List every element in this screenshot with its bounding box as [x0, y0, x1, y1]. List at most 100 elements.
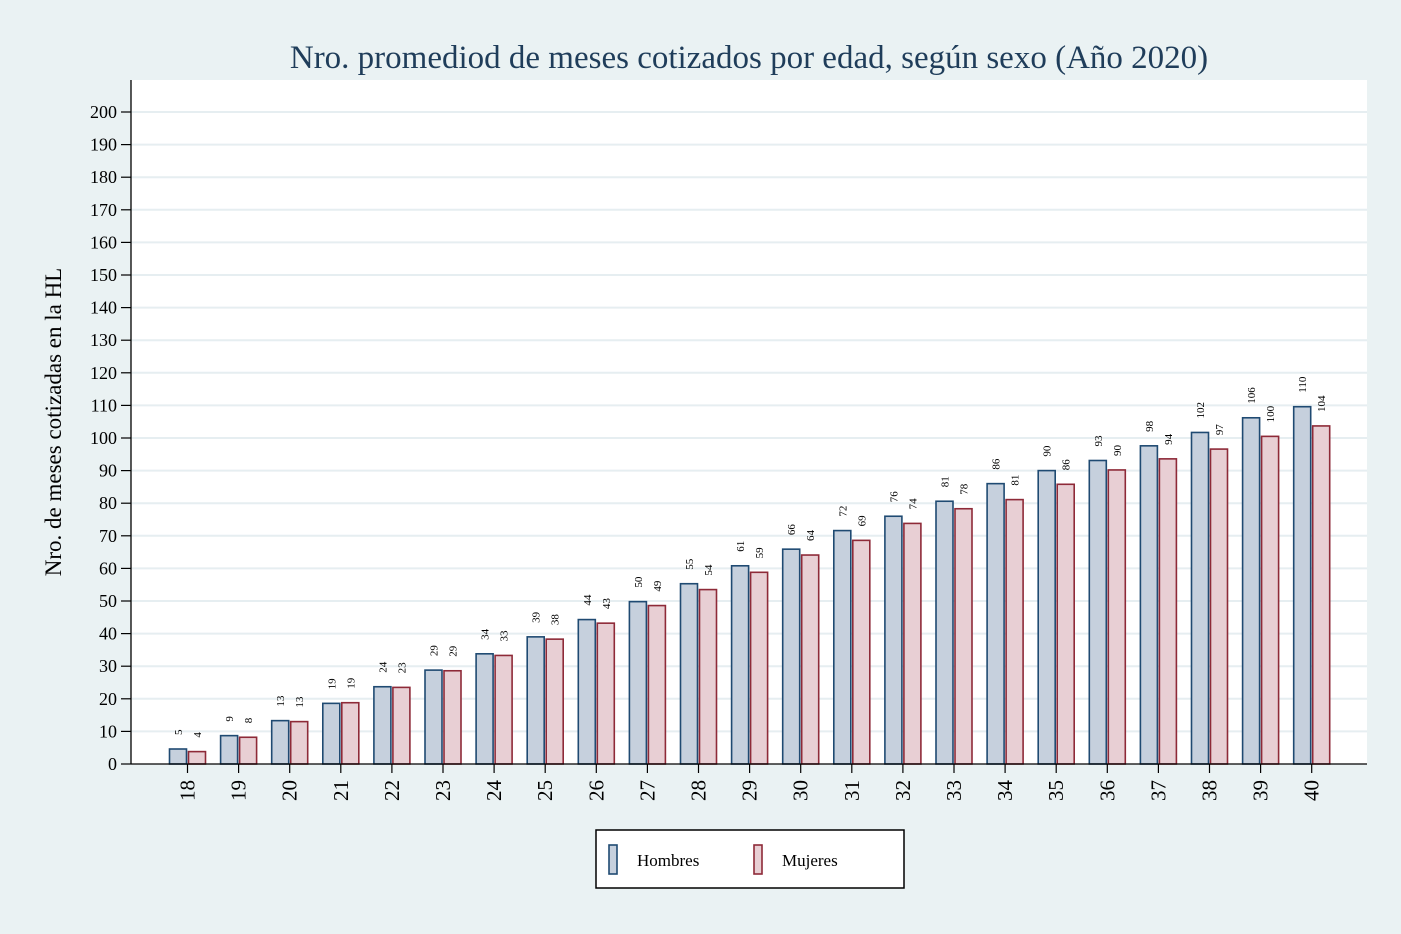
- chart-title: Nro. promediod de meses cotizados por ed…: [290, 40, 1208, 76]
- data-label-mujeres-40: 104: [1316, 395, 1328, 412]
- bar-hombres-27: [628, 600, 648, 765]
- y-tick-label: 90: [99, 461, 117, 481]
- bar-hombres-30: [781, 548, 801, 765]
- data-label-mujeres-34: 81: [1010, 475, 1022, 486]
- y-tick-label: 50: [99, 591, 117, 611]
- data-label-hombres-23: 29: [429, 645, 441, 657]
- y-tick-label: 200: [90, 102, 117, 122]
- x-tick-label: 20: [278, 780, 302, 801]
- data-label-mujeres-36: 90: [1112, 444, 1124, 456]
- bar-hombres-24: [475, 653, 494, 765]
- data-label-hombres-27: 50: [633, 576, 645, 588]
- data-label-hombres-21: 19: [326, 678, 338, 690]
- data-label-hombres-38: 102: [1195, 402, 1207, 419]
- bar-mujeres-23: [443, 669, 462, 765]
- data-label-hombres-36: 93: [1093, 435, 1105, 447]
- legend-label-mujeres: Mujeres: [782, 851, 838, 870]
- bar-hombres-37: [1139, 445, 1159, 765]
- y-tick-label: 40: [99, 624, 117, 644]
- data-label-mujeres-31: 69: [856, 515, 868, 527]
- data-label-mujeres-32: 74: [907, 498, 919, 510]
- bar-mujeres-33: [954, 507, 973, 765]
- bar-mujeres-39: [1260, 435, 1280, 765]
- data-label-hombres-37: 98: [1144, 420, 1156, 432]
- data-label-mujeres-24: 33: [499, 630, 511, 642]
- bar-hombres-32: [884, 515, 903, 765]
- legend-swatch-mujeres: [753, 844, 763, 875]
- bar-mujeres-20: [289, 720, 309, 765]
- y-tick-label: 100: [90, 428, 117, 448]
- data-label-hombres-34: 86: [991, 458, 1003, 470]
- data-label-hombres-40: 110: [1297, 376, 1309, 393]
- data-label-mujeres-20: 13: [294, 696, 306, 708]
- y-tick-label: 140: [90, 298, 117, 318]
- data-label-mujeres-39: 100: [1265, 405, 1277, 422]
- bar-hombres-26: [577, 618, 597, 765]
- bar-hombres-36: [1088, 459, 1108, 765]
- bar-hombres-29: [730, 564, 750, 765]
- bar-mujeres-38: [1209, 448, 1229, 765]
- data-label-mujeres-35: 86: [1061, 459, 1073, 471]
- bar-mujeres-30: [800, 554, 820, 765]
- legend-box: [595, 829, 905, 889]
- bar-hombres-18: [168, 748, 188, 765]
- data-label-hombres-26: 44: [582, 594, 594, 606]
- bar-mujeres-24: [494, 654, 513, 765]
- bar-mujeres-21: [340, 701, 360, 765]
- y-tick-label: 180: [90, 167, 117, 187]
- bar-mujeres-32: [903, 522, 922, 765]
- y-tick-label: 170: [90, 200, 117, 220]
- data-label-mujeres-18: 4: [192, 732, 204, 738]
- bar-mujeres-27: [647, 604, 667, 765]
- y-tick-label: 150: [90, 265, 117, 285]
- y-axis-label: Nro. de meses cotizadas en la HL: [41, 268, 66, 576]
- bar-mujeres-25: [545, 638, 565, 765]
- data-label-hombres-24: 34: [480, 628, 492, 640]
- y-tick-label: 0: [108, 754, 117, 774]
- bar-hombres-28: [679, 582, 699, 765]
- y-tick-label: 30: [99, 656, 117, 676]
- bar-hombres-20: [270, 719, 290, 765]
- y-tick-label: 120: [90, 363, 117, 383]
- bar-mujeres-34: [1005, 498, 1024, 765]
- y-tick-label: 60: [99, 558, 117, 578]
- bar-hombres-31: [832, 529, 852, 765]
- bar-hombres-40: [1292, 405, 1312, 765]
- data-label-hombres-33: 81: [940, 476, 952, 487]
- data-label-hombres-18: 5: [173, 729, 185, 735]
- data-label-hombres-22: 24: [377, 661, 389, 673]
- y-tick-label: 20: [99, 689, 117, 709]
- bar-mujeres-28: [698, 588, 718, 765]
- data-label-hombres-39: 106: [1246, 387, 1258, 404]
- x-tick-label: 37: [1146, 780, 1170, 801]
- bar-mujeres-26: [596, 622, 616, 765]
- legend-swatch-hombres: [608, 844, 618, 875]
- x-tick-label: 18: [176, 780, 200, 801]
- bar-mujeres-29: [749, 571, 769, 765]
- data-label-mujeres-33: 78: [959, 483, 971, 495]
- bar-mujeres-18: [187, 750, 207, 765]
- data-label-mujeres-28: 54: [703, 564, 715, 576]
- data-label-mujeres-22: 23: [396, 662, 408, 674]
- x-tick-label: 26: [584, 780, 608, 801]
- data-label-mujeres-23: 29: [448, 645, 460, 657]
- y-ticks: 0 10 20 30 40 50 60 70 80 90 100 110 120 130 140 150 160…: [90, 102, 131, 774]
- y-tick-label: 130: [90, 330, 117, 350]
- x-tick-label: 27: [635, 780, 659, 801]
- x-tick-label: 19: [227, 780, 251, 801]
- y-tick-label: 190: [90, 135, 117, 155]
- bar-mujeres-40: [1311, 425, 1331, 765]
- data-label-hombres-30: 66: [786, 524, 798, 536]
- y-tick-label: 80: [99, 493, 117, 513]
- data-label-mujeres-37: 94: [1163, 433, 1175, 445]
- x-tick-label: 32: [891, 780, 915, 801]
- data-label-hombres-29: 61: [735, 541, 747, 552]
- bar-mujeres-22: [392, 686, 411, 765]
- data-label-hombres-32: 76: [888, 491, 900, 503]
- x-tick-label: 33: [942, 780, 966, 801]
- bar-hombres-25: [526, 636, 546, 765]
- x-tick-label: 38: [1198, 780, 1222, 801]
- x-tick-label: 24: [482, 780, 506, 802]
- bar-hombres-33: [935, 500, 954, 765]
